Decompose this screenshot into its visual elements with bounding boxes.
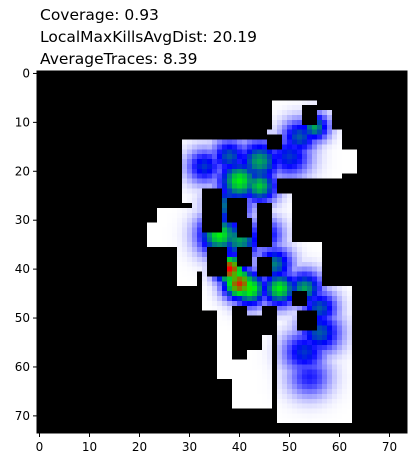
title-line-coverage: Coverage: 0.93 [40,6,159,24]
y-tick-label-20: 20 [15,164,30,178]
x-axis: 0 10 20 30 40 50 60 70 [36,433,397,454]
y-tick-label-30: 30 [15,213,30,227]
title-line-local-max-kills: LocalMaxKillsAvgDist: 20.19 [40,28,257,46]
heatmap-image [37,71,407,433]
plot-area [36,70,408,434]
x-tick-label-70: 70 [382,440,397,454]
x-tick-label-10: 10 [82,440,97,454]
x-tick-label-40: 40 [232,440,247,454]
x-tick-label-30: 30 [182,440,197,454]
y-tick-label-70: 70 [15,409,30,423]
y-tick-label-60: 60 [15,360,30,374]
axes-frame [36,70,408,434]
title-line-average-traces: AverageTraces: 8.39 [40,50,198,68]
y-tick-label-0: 0 [22,66,30,80]
heatmap-image-container [37,71,407,433]
x-tick-label-60: 60 [332,440,347,454]
y-axis: 0 10 20 30 40 50 60 70 [15,66,37,423]
y-tick-label-10: 10 [15,115,30,129]
x-tick-label-20: 20 [132,440,147,454]
x-tick-label-0: 0 [36,440,44,454]
x-tick-label-50: 50 [282,440,297,454]
y-tick-label-50: 50 [15,311,30,325]
y-tick-label-40: 40 [15,262,30,276]
